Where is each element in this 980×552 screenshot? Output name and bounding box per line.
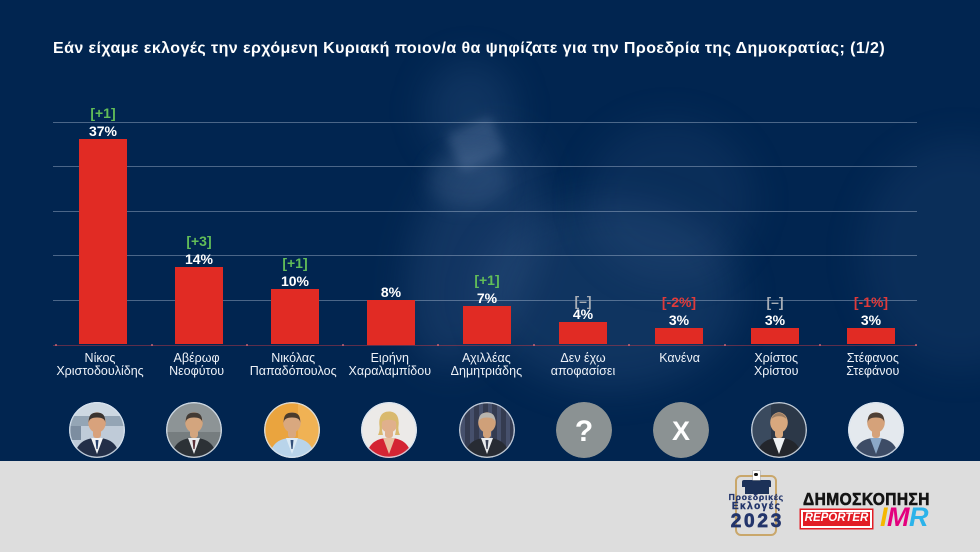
svg-text:?: ?	[575, 415, 593, 448]
svg-text:X: X	[672, 416, 690, 446]
